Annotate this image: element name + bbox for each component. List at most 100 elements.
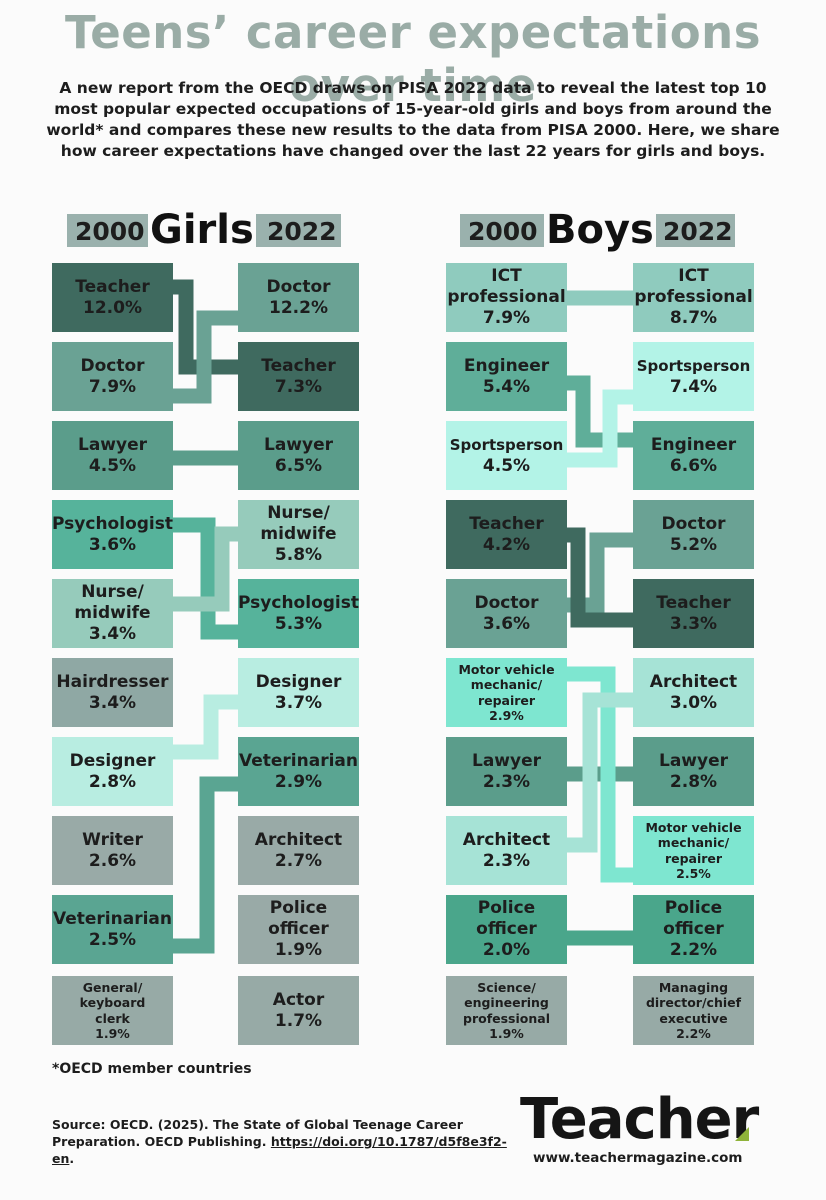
boys-2000-police: Police officer 2.0% [446,895,567,964]
box-value: 12.0% [83,297,142,318]
girls-2000-teacher: Teacher 12.0% [52,263,173,332]
girls-year-2022: 2022 [267,217,337,246]
girls-2022-nurse: Nurse/ midwife 5.8% [238,500,359,569]
box-value: 5.8% [274,545,323,565]
boys-year-2022: 2022 [663,217,733,246]
girls-2000-hairdresser: Hairdresser 3.4% [52,658,173,727]
boys-2022-teacher: Teacher 3.3% [633,579,754,648]
box-label: Designer [69,750,156,771]
box-label: Engineer [650,434,737,455]
box-label: Nurse/ midwife [74,582,151,623]
box-label: Nurse/ midwife [260,503,337,544]
boys-2022-sportsperson: Sportsperson 7.4% [633,342,754,411]
box-value: 1.9% [489,1026,524,1041]
girls-2022-lawyer: Lawyer 6.5% [238,421,359,490]
box-label: Psychologist [52,513,173,534]
box-value: 1.7% [274,1010,323,1031]
box-value: 2.9% [489,708,524,723]
box-label: Lawyer [658,750,728,771]
box-label: Teacher [75,276,150,297]
box-label: Veterinarian [239,750,358,771]
boys-2000-mechanic: Motor vehicle mechanic/ repairer 2.9% [446,658,567,727]
box-value: 7.9% [482,308,531,328]
box-label: Motor vehicle mechanic/ repairer [645,819,742,866]
box-label: Designer [255,671,342,692]
box-value: 2.7% [274,850,323,871]
boys-2000-engineer: Engineer 5.4% [446,342,567,411]
box-label: Motor vehicle mechanic/ repairer [458,661,555,708]
box-value: 6.5% [274,455,323,476]
box-value: 2.2% [676,1026,711,1041]
box-value: 2.5% [676,866,711,881]
box-value: 3.3% [669,613,718,634]
box-value: 2.8% [88,771,137,792]
box-value: 3.4% [88,624,137,644]
box-label: Police officer [663,898,724,939]
girls-2000-veterinarian: Veterinarian 2.5% [52,895,173,964]
box-label: Managing director/chief executive [645,979,742,1026]
box-label: Sportsperson [449,435,564,454]
box-value: 4.5% [88,455,137,476]
box-label: Teacher [469,513,544,534]
connector-girls-teacher [172,279,238,375]
boys-heading: Boys [544,206,656,254]
girls-2022-designer: Designer 3.7% [238,658,359,727]
girls-2022-actor: Actor 1.7% [238,976,359,1045]
box-value: 2.5% [88,929,137,950]
box-label: Psychologist [238,592,359,613]
box-value: 5.4% [482,376,531,397]
box-value: 1.9% [95,1026,130,1041]
boys-2022-engineer: Engineer 6.6% [633,421,754,490]
box-label: Police officer [476,898,537,939]
boys-2022-doctor: Doctor 5.2% [633,500,754,569]
boys-2000-teacher: Teacher 4.2% [446,500,567,569]
box-label: Architect [649,671,738,692]
box-value: 2.2% [669,940,718,960]
box-label: Actor [272,989,325,1010]
box-value: 3.7% [274,692,323,713]
girls-heading: Girls [148,206,256,254]
box-value: 3.4% [88,692,137,713]
box-label: Doctor [661,513,726,534]
girls-2000-psychologist: Psychologist 3.6% [52,500,173,569]
boys-2022-ict: ICT professional 8.7% [633,263,754,332]
box-label: Teacher [656,592,731,613]
box-label: Police officer [268,898,329,939]
connector-girls-doctor [172,310,238,404]
box-label: Doctor [80,355,145,376]
girls-2022-architect: Architect 2.7% [238,816,359,885]
connector-girls-psychologist [172,517,238,640]
website-url: www.teachermagazine.com [533,1150,743,1166]
boys-2000-lawyer: Lawyer 2.3% [446,737,567,806]
box-value: 8.7% [669,308,718,328]
girls-2022-police: Police officer 1.9% [238,895,359,964]
box-value: 2.8% [669,771,718,792]
connector-boys-sportsperson [566,389,633,468]
box-value: 4.2% [482,534,531,555]
girls-2000-lawyer: Lawyer 4.5% [52,421,173,490]
source-link[interactable]: https://doi.org/10.1787/d5f8e3f2-en [52,1134,507,1166]
box-label: General/ keyboard clerk [79,979,146,1026]
intro-text: A new report from the OECD draws on PISA… [46,79,780,160]
boys-2000-science: Science/ engineering professional 1.9% [446,976,567,1045]
box-value: 2.3% [482,850,531,871]
box-label: Engineer [463,355,550,376]
girls-header: 2000 Girls 2022 [67,206,341,254]
boys-2022-mechanic: Motor vehicle mechanic/ repairer 2.5% [633,816,754,885]
green-triangle-mark-icon [735,1127,749,1141]
box-value: 4.5% [482,455,531,476]
girls-2000-clerk: General/ keyboard clerk 1.9% [52,976,173,1045]
box-value: 2.6% [88,850,137,871]
box-value: 2.0% [482,940,531,960]
girls-2022-psychologist: Psychologist 5.3% [238,579,359,648]
box-label: Lawyer [77,434,147,455]
box-label: ICT professional [634,266,753,307]
girls-year-2000: 2000 [75,217,145,246]
footnote: *OECD member countries [52,1061,252,1077]
box-value: 7.4% [669,376,718,397]
box-label: Veterinarian [53,908,172,929]
box-value: 5.3% [274,613,323,634]
teacher-logo: Teacher [520,1087,759,1152]
box-value: 3.0% [669,692,718,713]
box-label: Hairdresser [56,671,169,692]
